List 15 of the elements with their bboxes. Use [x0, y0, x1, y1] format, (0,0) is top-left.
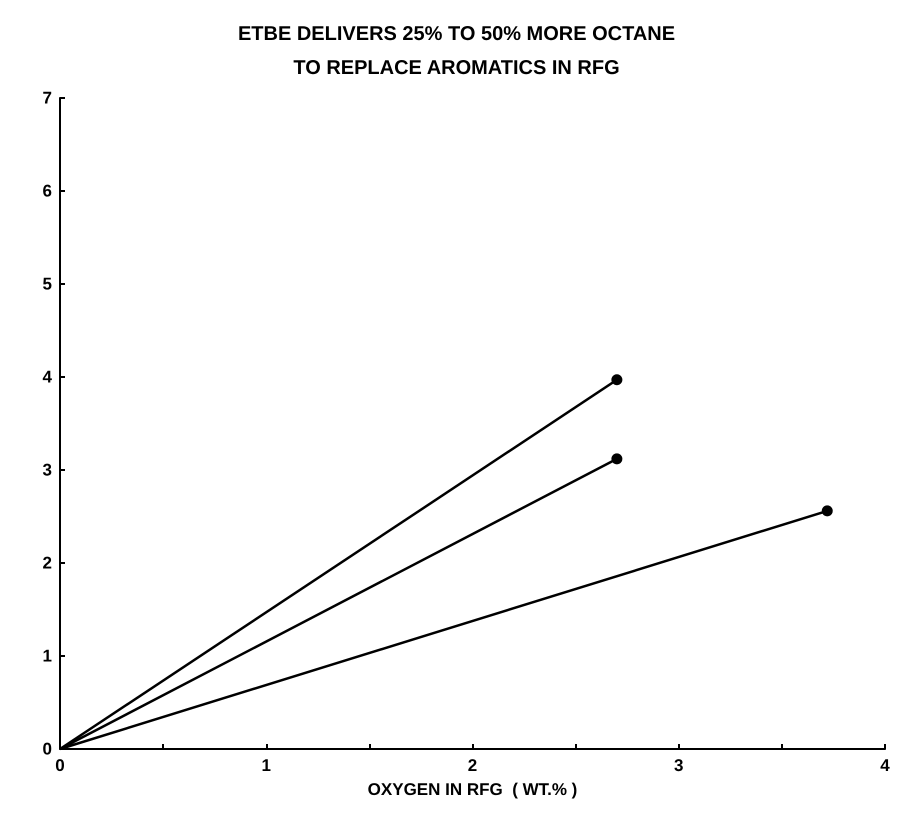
- x-tick-label: 2: [468, 756, 478, 775]
- x-axis-title: OXYGEN IN RFG ( WT.% ): [368, 780, 578, 799]
- x-tick-label: 3: [674, 756, 684, 775]
- y-tick-label: 1: [42, 646, 52, 666]
- y-tick-label: 0: [42, 740, 52, 758]
- y-tick-label: 4: [42, 368, 53, 386]
- y-tick-label: 6: [42, 182, 52, 200]
- y-tick-label: 3: [42, 460, 52, 480]
- y-tick-label: 5: [42, 274, 52, 294]
- y-tick-label: 2: [42, 554, 52, 572]
- x-tick-label: 1: [262, 756, 271, 775]
- chart-title: ETBE DELIVERS 25% TO 50% MORE OCTANE TO REPLACE AROMATICS IN RFG: [238, 23, 676, 79]
- x-tick-label: 0: [55, 756, 65, 775]
- x-tick-label: 4: [880, 756, 890, 775]
- y-tick-label: 7: [42, 88, 52, 108]
